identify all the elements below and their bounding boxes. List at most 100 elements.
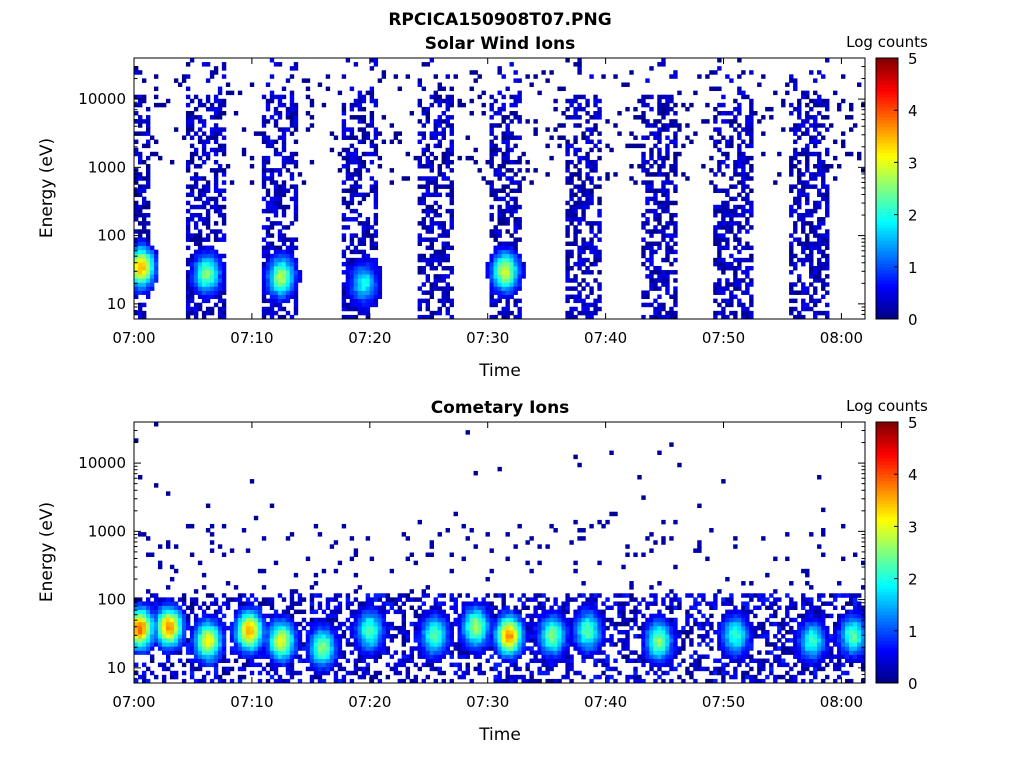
- heatmap-cell: [285, 629, 291, 635]
- heatmap-cell: [473, 625, 478, 631]
- heatmap-cell: [401, 642, 407, 647]
- heatmap-cell: [729, 135, 734, 140]
- heatmap-cell: [237, 646, 243, 651]
- heatmap-cell: [373, 634, 379, 639]
- heatmap-cell: [237, 650, 243, 655]
- heatmap-cell: [581, 131, 586, 136]
- heatmap-cell: [725, 229, 730, 234]
- heatmap-cell: [293, 650, 299, 655]
- heatmap-cell: [489, 139, 494, 145]
- heatmap-cell: [565, 241, 570, 246]
- heatmap-cell: [285, 621, 291, 627]
- heatmap-cell: [441, 159, 446, 165]
- heatmap-cell: [645, 159, 650, 165]
- heatmap-cell: [501, 115, 506, 120]
- heatmap-cell: [177, 650, 183, 655]
- heatmap-cell: [725, 265, 730, 271]
- heatmap-cell: [761, 74, 766, 79]
- heatmap-cell: [421, 257, 426, 263]
- heatmap-cell: [749, 302, 754, 308]
- heatmap-cell: [141, 621, 147, 627]
- heatmap-cell: [433, 188, 438, 193]
- heatmap-cell: [269, 94, 275, 100]
- heatmap-cell: [721, 257, 726, 263]
- heatmap-cell: [289, 196, 295, 202]
- heatmap-cell: [209, 642, 215, 647]
- heatmap-cell: [589, 286, 594, 291]
- heatmap-cell: [437, 629, 442, 635]
- heatmap-cell: [193, 257, 199, 263]
- heatmap-cell: [665, 200, 670, 206]
- heatmap-cell: [421, 208, 426, 214]
- heatmap-cell: [349, 233, 355, 238]
- heatmap-cell: [293, 66, 299, 71]
- heatmap-cell: [497, 245, 502, 251]
- heatmap-cell: [625, 82, 630, 87]
- colorbar-segment: [876, 61, 898, 66]
- heatmap-cell: [489, 302, 494, 308]
- heatmap-cell: [433, 208, 438, 214]
- heatmap-cell: [197, 294, 203, 300]
- heatmap-cell: [341, 196, 347, 202]
- heatmap-cell: [213, 66, 219, 71]
- heatmap-cell: [821, 217, 826, 222]
- heatmap-cell: [369, 634, 375, 639]
- heatmap-cell: [221, 278, 227, 283]
- heatmap-cell: [205, 662, 211, 668]
- heatmap-cell: [201, 310, 207, 316]
- heatmap-cell: [217, 605, 223, 610]
- heatmap-cell: [517, 629, 522, 635]
- heatmap-cell: [189, 123, 195, 128]
- heatmap-cell: [269, 196, 275, 202]
- heatmap-cell: [285, 249, 291, 255]
- heatmap-cell: [717, 147, 722, 153]
- heatmap-cell: [249, 642, 255, 647]
- heatmap-cell: [173, 609, 179, 615]
- heatmap-cell: [429, 613, 434, 619]
- heatmap-cell: [313, 642, 319, 647]
- heatmap-cell: [209, 265, 215, 271]
- heatmap-cell: [489, 601, 494, 606]
- heatmap-cell: [325, 666, 331, 672]
- heatmap-cell: [317, 638, 323, 643]
- heatmap-cell: [241, 662, 247, 668]
- heatmap-cell: [337, 593, 343, 598]
- heatmap-cell: [797, 115, 802, 120]
- heatmap-cell: [373, 131, 379, 136]
- heatmap-cell: [509, 609, 514, 615]
- heatmap-cell: [273, 257, 279, 263]
- heatmap-cell: [221, 552, 227, 557]
- heatmap-cell: [197, 249, 203, 255]
- heatmap-cell: [137, 208, 143, 214]
- heatmap-cell: [801, 123, 806, 128]
- heatmap-cell: [345, 147, 351, 153]
- heatmap-cell: [357, 302, 363, 308]
- heatmap-cell: [649, 196, 654, 202]
- heatmap-cell: [297, 634, 303, 639]
- heatmap-cell: [261, 286, 267, 291]
- heatmap-cell: [805, 241, 810, 246]
- heatmap-cell: [521, 634, 526, 639]
- heatmap-cell: [573, 212, 578, 218]
- heatmap-cell: [269, 221, 275, 226]
- heatmap-cell: [805, 115, 810, 120]
- heatmap-cell: [593, 123, 598, 128]
- heatmap-cell: [489, 123, 494, 128]
- heatmap-cell: [317, 662, 323, 668]
- heatmap-cell: [137, 634, 143, 639]
- heatmap-cell: [457, 617, 462, 623]
- heatmap-cell: [213, 286, 219, 291]
- heatmap-cell: [141, 638, 147, 643]
- heatmap-cell: [217, 621, 223, 627]
- heatmap-cell: [469, 613, 474, 619]
- heatmap-cell: [209, 74, 215, 79]
- heatmap-cell: [717, 265, 722, 271]
- heatmap-cell: [269, 74, 275, 79]
- heatmap-cell: [521, 642, 526, 647]
- heatmap-cell: [341, 523, 347, 529]
- heatmap-cell: [505, 229, 510, 234]
- heatmap-cell: [801, 306, 806, 312]
- heatmap-cell: [425, 302, 430, 308]
- heatmap-cell: [134, 438, 139, 443]
- heatmap-cell: [789, 245, 794, 251]
